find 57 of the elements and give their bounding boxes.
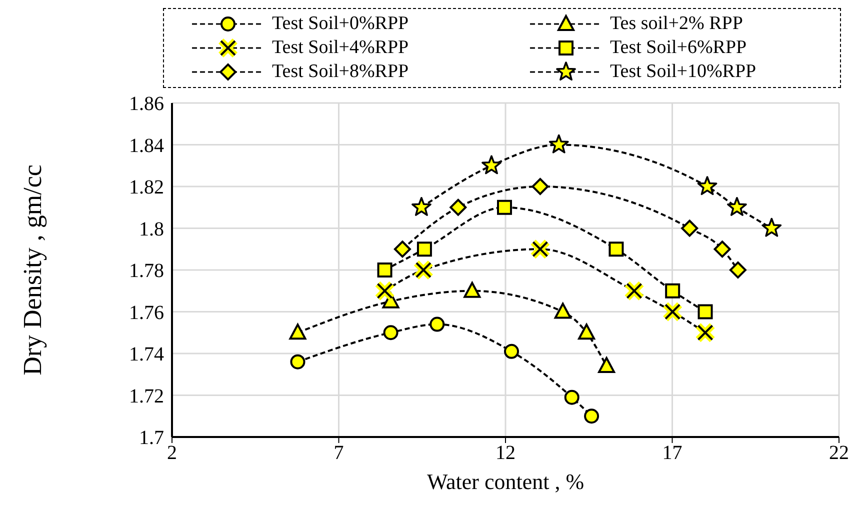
y-tick-label: 1.7 [139,427,164,450]
point [383,325,398,340]
point [430,316,445,332]
legend-label: Test Soil+6%RPP [610,36,747,60]
point [694,322,716,344]
y-tick-label: 1.76 [129,302,164,324]
legend-label: Test Soil+8%RPP [272,60,409,84]
point [608,242,624,257]
point [450,198,467,216]
x-tick-label: 22 [829,442,849,464]
point [681,220,698,237]
point [504,344,520,359]
point [578,324,596,340]
y-tick-label: 1.82 [129,176,164,199]
point [377,262,392,278]
point [624,280,645,302]
point [412,260,434,280]
point [662,301,684,322]
y-tick-label: 1.74 [129,344,164,366]
point [416,242,432,257]
point [290,354,306,370]
x-tick-label: 17 [662,442,682,464]
point [598,357,616,374]
point [532,178,549,195]
point [665,283,680,298]
point [530,238,551,260]
y-tick-label: 1.84 [129,134,164,157]
point [497,200,512,215]
point [697,176,718,196]
y-tick-label: 1.86 [129,93,164,116]
point [412,196,432,216]
x-tick-label: 2 [167,442,177,464]
point [762,218,782,237]
point [548,134,569,154]
point [394,240,411,258]
legend-label: Test Soil+10%RPP [610,60,756,84]
point [564,390,580,405]
point [374,280,396,302]
point [714,240,731,258]
point [289,324,306,340]
point [554,302,572,319]
y-axis-title: Dry Density , gm/cc [18,164,48,376]
point [464,282,481,298]
legend-label: Test Soil+4%RPP [272,36,409,60]
legend-label: Test Soil+0%RPP [272,12,409,36]
y-tick-label: 1.8 [139,218,164,240]
legend-label: Tes soil+2% RPP [610,12,743,36]
point [698,304,713,320]
point [482,155,502,174]
x-tick-label: 12 [496,442,516,464]
x-tick-label: 7 [334,442,344,464]
point [727,196,747,216]
x-axis-title: Water content , % [426,469,584,494]
point [584,408,600,424]
y-tick-label: 1.78 [129,260,164,282]
point [729,262,746,278]
y-tick-label: 1.72 [129,385,164,408]
